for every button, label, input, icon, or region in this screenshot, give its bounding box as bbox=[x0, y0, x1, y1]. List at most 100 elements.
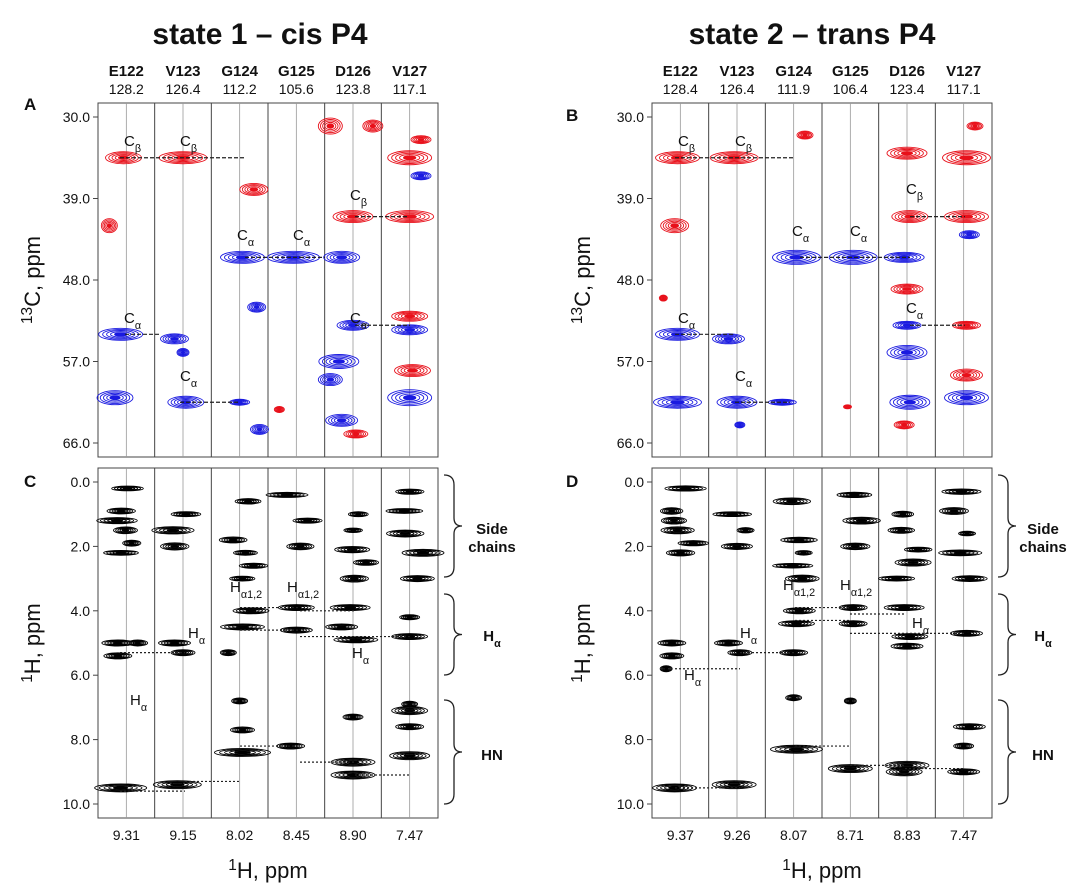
panel-a-contours-peak-10 bbox=[247, 301, 267, 313]
panel-a-cb-label-2: Cβ bbox=[180, 133, 197, 155]
panel-b-contours-peak-6 bbox=[712, 333, 745, 345]
panel-a-contours-peak-3 bbox=[96, 390, 134, 406]
panel-b-contours-peak-10 bbox=[767, 398, 797, 406]
panel-a-contours-peak-31 bbox=[410, 171, 432, 181]
panel-c-contours-peak-33 bbox=[232, 607, 270, 615]
panel-d-contours-peak-40 bbox=[950, 629, 983, 637]
panel-a-cb-label-3: Cβ bbox=[350, 187, 367, 209]
x-axis-title-right: 1H, ppm bbox=[782, 857, 861, 884]
panel-b-cb-label-3: Cβ bbox=[906, 181, 923, 203]
panel-a-ca-label-3: Cα bbox=[124, 310, 141, 332]
panel-d-h1-tick-1: 2.0 bbox=[625, 538, 645, 554]
panel-a-c13-tick-4: 66.0 bbox=[63, 435, 90, 451]
panel-d-contours-peak-33 bbox=[782, 607, 816, 615]
panel-d-contours-peak-8 bbox=[720, 542, 753, 550]
panel-a-contours-peak-15 bbox=[317, 117, 343, 135]
panel-c-contours-peak-28 bbox=[103, 652, 133, 660]
panel-b-contours-peak-19 bbox=[886, 344, 928, 360]
panel-b-c13-tick-0: 30.0 bbox=[617, 109, 644, 125]
state2-residue-3: G125 bbox=[832, 63, 869, 80]
state1-n15-shift-1: 126.4 bbox=[165, 81, 200, 97]
panel-b-contours-peak-1 bbox=[660, 218, 690, 234]
panel-d-contours-peak-16 bbox=[840, 542, 871, 551]
panel-d-contours-peak-14 bbox=[836, 491, 873, 498]
panel-d-contours-peak-5 bbox=[665, 549, 696, 557]
panel-d-region-hn: HN bbox=[1032, 747, 1054, 764]
state1-n15-shift-3: 105.6 bbox=[279, 81, 314, 97]
panel-c-strips bbox=[97, 467, 439, 819]
panel-c-contours-peak-25 bbox=[401, 548, 445, 557]
panel-b-contours-peak-25 bbox=[952, 320, 981, 330]
state2-n15-shift-3: 106.4 bbox=[833, 81, 868, 97]
panel-a-contours-peak-8 bbox=[239, 182, 269, 196]
panel-d-contours-peak-39 bbox=[890, 642, 924, 650]
panel-d-brace-side bbox=[997, 474, 1017, 578]
state2-residue-0: E122 bbox=[663, 63, 698, 80]
panel-c-contours-peak-34 bbox=[220, 623, 265, 631]
panel-b-contours-peak-3 bbox=[653, 395, 702, 409]
panel-c-contours-peak-6 bbox=[170, 511, 202, 518]
panel-d-contours-peak-38 bbox=[891, 633, 929, 641]
panel-b-strips bbox=[651, 102, 993, 458]
panel-a-ca-label-2: Cα bbox=[293, 227, 310, 249]
panel-d-h1-tick-2: 4.0 bbox=[625, 603, 645, 619]
panel-c-contours-peak-10 bbox=[233, 549, 258, 556]
panel-c-contours-peak-8 bbox=[160, 542, 190, 551]
state1-n15-shift-4: 123.8 bbox=[335, 81, 370, 97]
panel-c-h1-tick-4: 8.0 bbox=[71, 732, 91, 748]
panel-c-contours-peak-11 bbox=[238, 562, 269, 569]
panel-b-c13-tick-3: 57.0 bbox=[617, 354, 644, 370]
panel-d-contours-peak-42 bbox=[711, 780, 757, 790]
panel-d-contours-peak-17 bbox=[891, 510, 915, 518]
panel-c-contours-peak-21 bbox=[339, 574, 369, 583]
panel-b-contours-peak-27 bbox=[944, 390, 989, 406]
panel-b-y-title: 13C, ppm bbox=[569, 236, 596, 324]
panel-d-contours-peak-48 bbox=[952, 723, 986, 731]
panel-d-region-chains: chains bbox=[1019, 539, 1067, 556]
panel-d-contours-peak-3 bbox=[660, 526, 695, 535]
panel-b-contours-peak-17 bbox=[890, 283, 924, 295]
panel-b-cb-label-2: Cβ bbox=[735, 133, 752, 155]
panel-a-contours bbox=[96, 117, 435, 439]
panel-c-ha-label-1: Hα bbox=[188, 625, 205, 647]
panel-d-contours-peak-50 bbox=[785, 694, 803, 702]
panel-b-contours-peak-20 bbox=[889, 394, 931, 410]
state2-residue-2: G124 bbox=[775, 63, 812, 80]
panel-a-contours-peak-27 bbox=[391, 310, 429, 322]
panel-d-contours-peak-34 bbox=[778, 620, 815, 628]
panel-a-c13-tick-3: 57.0 bbox=[63, 354, 90, 370]
panel-d-region-side: Side bbox=[1027, 521, 1059, 538]
state2-n15-shift-4: 123.4 bbox=[889, 81, 924, 97]
panel-d-contours-peak-37 bbox=[883, 604, 925, 612]
panel-c-h1-tick-3: 6.0 bbox=[71, 667, 91, 683]
panel-d-h1-tick-0: 0.0 bbox=[625, 474, 645, 490]
state1-residue-2: G124 bbox=[221, 63, 258, 80]
panel-a-contours-peak-6 bbox=[176, 347, 190, 357]
panel-c-contours-peak-2 bbox=[96, 517, 138, 525]
panel-c-ha12-label-2: Hα1,2 bbox=[287, 579, 319, 601]
panel-b-contours-peak-26 bbox=[950, 368, 983, 382]
panel-a-contours-peak-17 bbox=[323, 250, 361, 264]
state2-h-shift-4: 8.83 bbox=[893, 827, 920, 843]
panel-d-contours-peak-7 bbox=[736, 527, 755, 534]
panel-c-contours-peak-41 bbox=[399, 614, 421, 621]
panel-b-cb-label-1: Cβ bbox=[678, 133, 695, 155]
state2-residue-4: D126 bbox=[889, 63, 925, 80]
panel-c-contours-peak-26 bbox=[399, 575, 435, 583]
panel-b-contours-peak-14 bbox=[886, 146, 928, 160]
panel-d-contours-peak-12 bbox=[784, 574, 820, 583]
panel-b-letter: B bbox=[566, 106, 578, 125]
panel-a-c13-tick-1: 39.0 bbox=[63, 191, 90, 207]
panel-c-contours-peak-5 bbox=[103, 549, 139, 556]
panel-d-contours-peak-36 bbox=[838, 620, 868, 628]
panel-c-contours-peak-54 bbox=[401, 700, 419, 708]
panel-d-h1-tick-5: 10.0 bbox=[617, 796, 644, 812]
panel-c-region-chains: chains bbox=[468, 539, 516, 556]
panel-a-y-title: 13C, ppm bbox=[19, 236, 46, 324]
state1-h-shift-0: 9.31 bbox=[113, 827, 140, 843]
panel-b-ca-label-2: Cα bbox=[850, 223, 867, 245]
panel-d-contours-peak-26 bbox=[951, 575, 988, 582]
panel-c-contours-peak-17 bbox=[347, 511, 369, 518]
panel-a-ca-label-5: Cα bbox=[180, 368, 197, 390]
panel-c-letter: C bbox=[24, 472, 36, 491]
